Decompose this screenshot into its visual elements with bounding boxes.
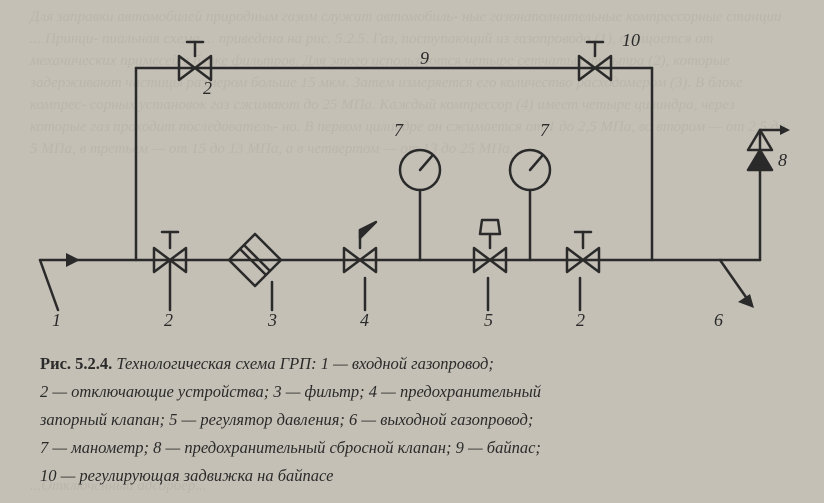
label-5: 5: [484, 310, 493, 331]
fig-title: Технологическая схема ГРП:: [116, 354, 316, 373]
fig-part-0: 1 — входной газопровод;: [321, 354, 494, 373]
label-8: 8: [778, 150, 787, 171]
fig-part-4: 10 — регулирующая задвижка на байпасе: [40, 466, 333, 485]
label-6: 6: [714, 310, 723, 331]
label-2c: 2: [576, 310, 585, 331]
fig-part-2: запорный клапан; 5 — регулятор давления;…: [40, 410, 533, 429]
label-2b: 2: [203, 78, 212, 99]
fig-part-3: 7 — манометр; 8 — предохранительный сбро…: [40, 438, 541, 457]
label-7b: 7: [540, 120, 549, 141]
label-10: 10: [622, 30, 640, 51]
label-4: 4: [360, 310, 369, 331]
label-3: 3: [268, 310, 277, 331]
label-2a: 2: [164, 310, 173, 331]
fig-part-1: 2 — отключающие устройства; 3 — фильтр; …: [40, 382, 541, 401]
label-9: 9: [420, 48, 429, 69]
label-1: 1: [52, 310, 61, 331]
fig-number: Рис. 5.2.4.: [40, 354, 112, 373]
label-7a: 7: [394, 120, 403, 141]
grp-schematic: 1 2 2 2 3 4 5 6 7 7 8 9 10: [20, 20, 804, 340]
figure-caption: Рис. 5.2.4. Технологическая схема ГРП: 1…: [40, 350, 784, 490]
